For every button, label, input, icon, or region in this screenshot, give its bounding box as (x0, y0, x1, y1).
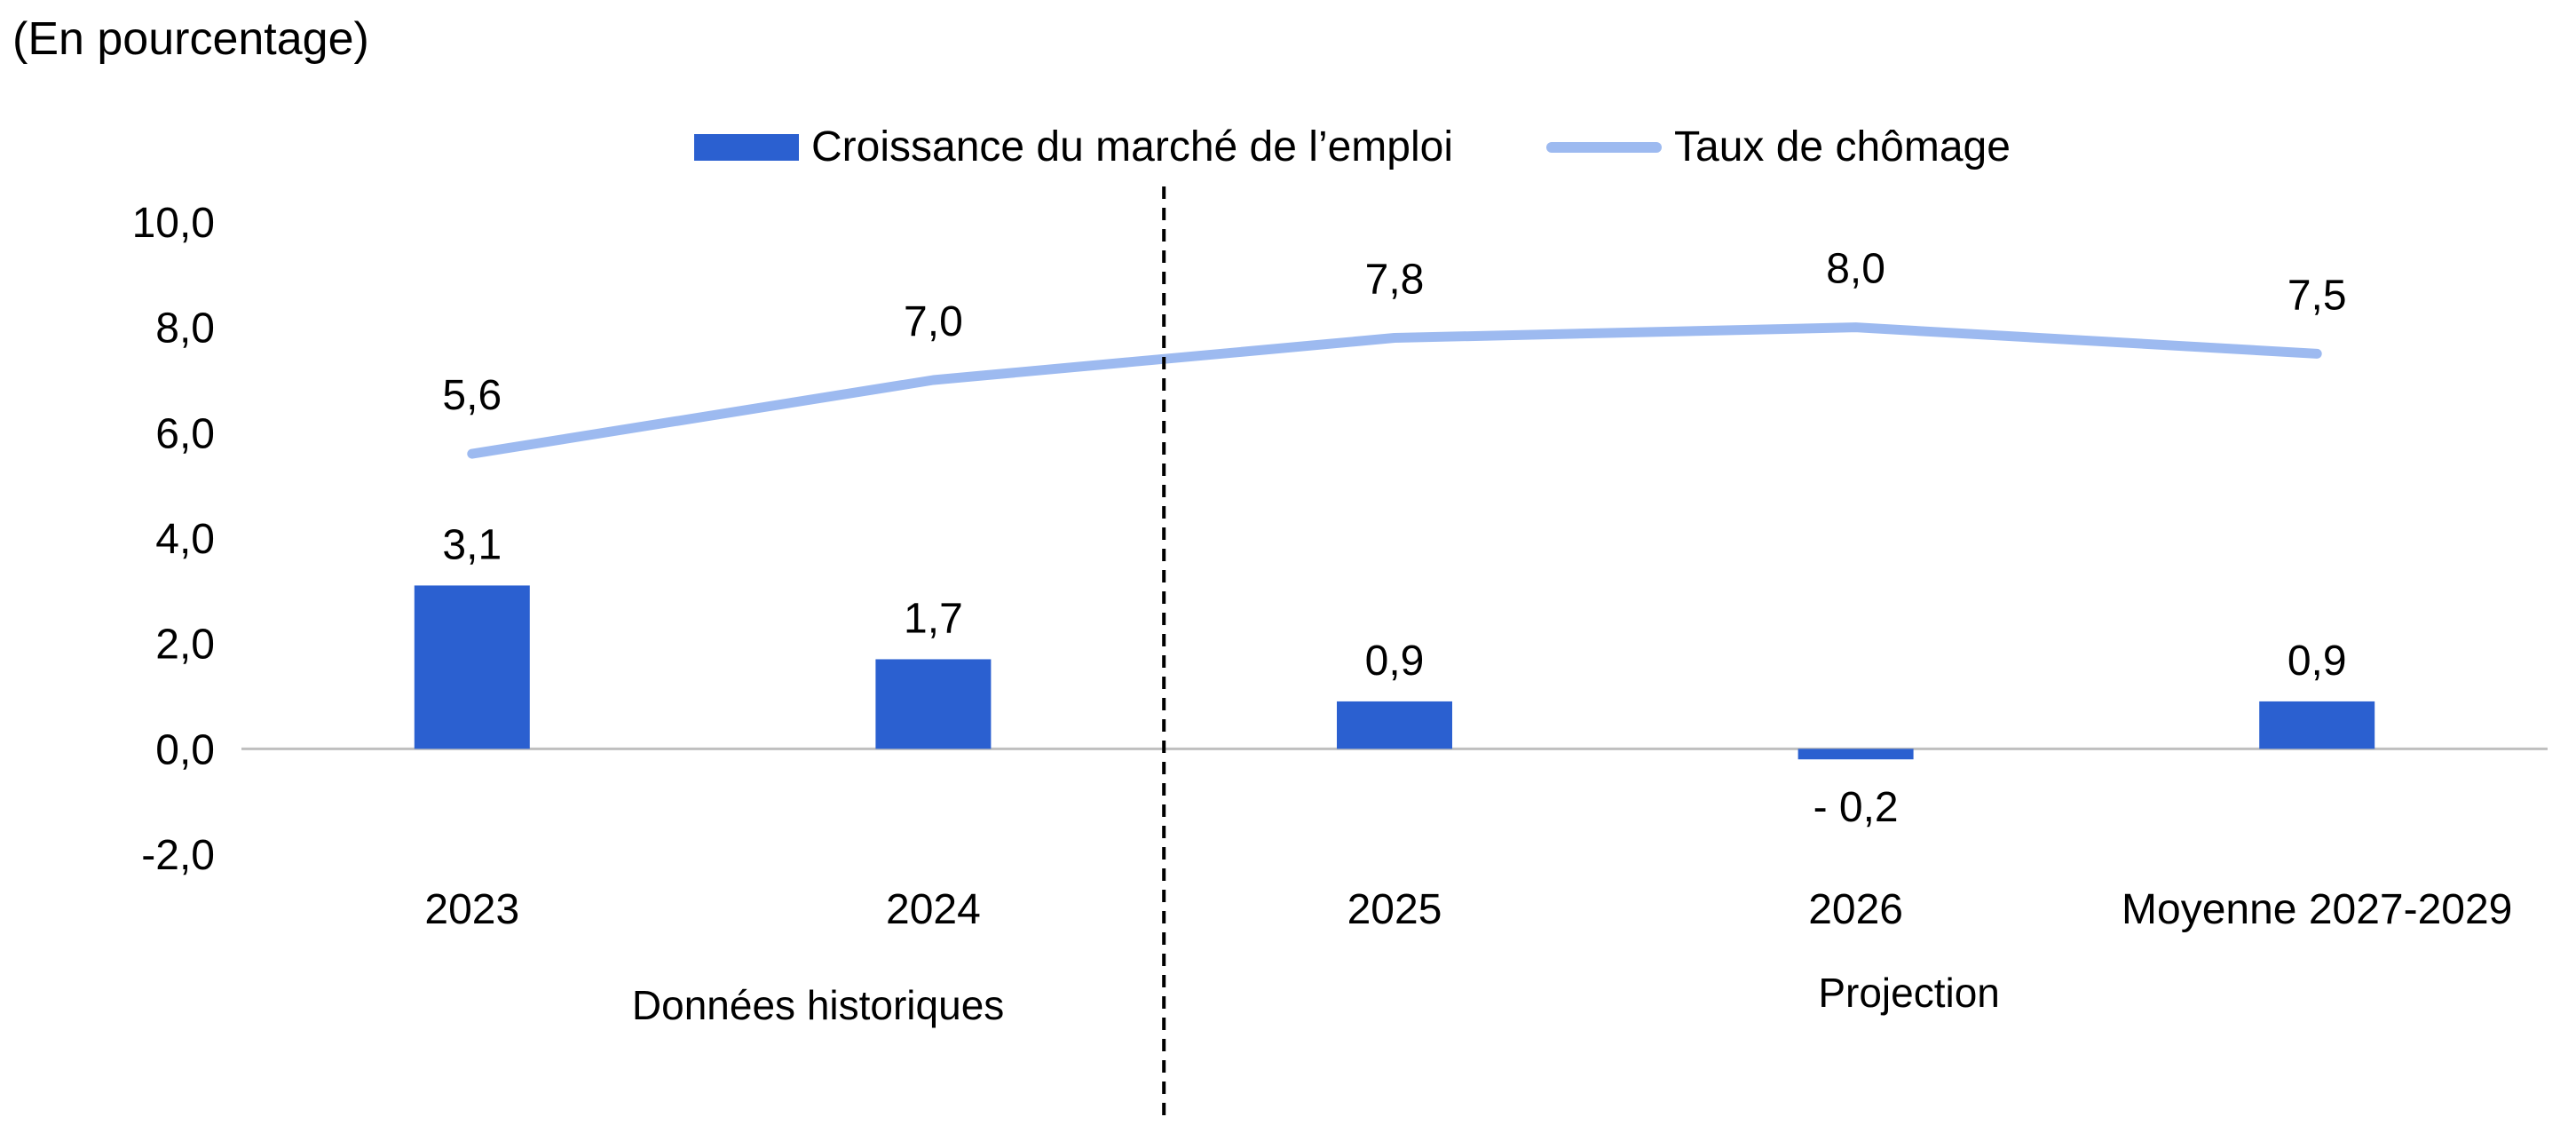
line-series (467, 322, 2322, 459)
x-tick-label: 2023 (424, 886, 519, 933)
bar-data-label: 1,7 (904, 595, 963, 642)
line-point (470, 453, 473, 456)
bar (1798, 749, 1914, 760)
legend-item-line: Taux de chômage (1546, 123, 2011, 171)
x-tick-label: Moyenne 2027-2029 (2122, 886, 2512, 933)
line-point (932, 379, 935, 381)
x-tick-label: 2026 (1808, 886, 1903, 933)
bar (1337, 701, 1452, 749)
y-tick-label: 2,0 (155, 622, 215, 669)
line-data-label: 7,5 (2288, 272, 2347, 319)
legend-swatch-line (1546, 141, 1662, 153)
legend-label-bar: Croissance du marché de l’emploi (811, 123, 1453, 170)
unit-label: (En pourcentage) (12, 13, 369, 65)
period-label-projection: Projection (1818, 970, 2000, 1016)
legend-item-bar: Croissance du marché de l’emploi (694, 123, 1453, 171)
y-tick-label: 0,0 (155, 726, 215, 773)
period-label-historical: Données historiques (632, 982, 1004, 1028)
x-tick-label: 2024 (886, 886, 981, 933)
x-tick-label: 2025 (1347, 886, 1442, 933)
y-tick-label: 6,0 (155, 410, 215, 457)
y-tick-label: -2,0 (141, 832, 215, 879)
bar (875, 659, 992, 749)
legend-swatch-bar (694, 133, 799, 161)
legend: Croissance du marché de l’emploi Taux de… (0, 123, 2576, 176)
line-point (1394, 337, 1395, 339)
line-data-label: 8,0 (1826, 246, 1885, 293)
y-tick-label: 8,0 (155, 305, 215, 353)
bar-data-label: 3,1 (442, 521, 502, 568)
line-data-label: 7,8 (1365, 257, 1425, 304)
y-tick-label: 10,0 (132, 200, 215, 247)
line-point (1854, 326, 1857, 329)
bar-data-label: 0,9 (1365, 638, 1425, 685)
line-point (2316, 353, 2319, 355)
y-tick-label: 4,0 (155, 516, 215, 563)
legend-label-line: Taux de chômage (1674, 123, 2011, 170)
bar (2259, 701, 2375, 749)
line-data-label: 7,0 (904, 298, 963, 345)
line-data-label: 5,6 (442, 372, 502, 419)
bar-data-label: - 0,2 (1813, 784, 1899, 831)
bar (414, 585, 530, 749)
bar-data-label: 0,9 (2288, 638, 2347, 685)
